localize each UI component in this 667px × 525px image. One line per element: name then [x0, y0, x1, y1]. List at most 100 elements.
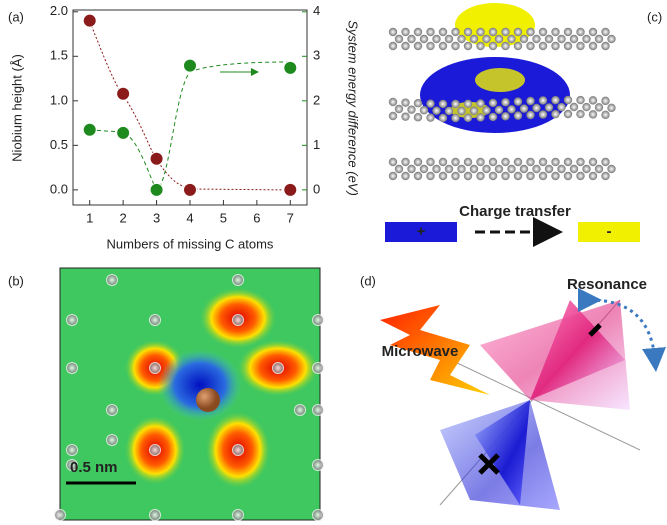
graphene-atom: [514, 97, 522, 105]
graphene-atom: [607, 165, 615, 173]
graphene-atom: [401, 112, 409, 120]
fit-curve: [90, 62, 290, 190]
graphene-atom: [457, 107, 465, 115]
graphene-atom: [489, 42, 497, 50]
carbon-atom: [67, 315, 78, 326]
carbon-atom: [313, 315, 324, 326]
cold-spot: [158, 349, 242, 421]
graphene-atom: [564, 158, 572, 166]
graphene-atom: [414, 99, 422, 107]
graphene-atom: [564, 110, 572, 118]
y2-tick-label: 1: [313, 137, 320, 152]
graphene-atom: [401, 172, 409, 180]
panel-label: (c): [647, 9, 662, 24]
point: [117, 87, 130, 100]
scale-label: 0.5 nm: [70, 459, 118, 476]
y2-axis-label: System energy difference (eV): [346, 20, 361, 196]
graphene-atom: [595, 103, 603, 111]
graphene-atom: [439, 114, 447, 122]
graphene-atom: [564, 28, 572, 36]
graphene-atom: [426, 172, 434, 180]
y-axis-label: Niobium height (Å): [9, 54, 24, 162]
carbon-atom: [233, 315, 244, 326]
graphene-atom: [464, 158, 472, 166]
panel-d: (d) Resonance Microwave: [360, 273, 655, 510]
graphene-atom: [551, 158, 559, 166]
graphene-atom: [445, 107, 453, 115]
y2-tick-label: 3: [313, 48, 320, 63]
x-tick-label: 5: [220, 210, 227, 225]
graphene-atom: [576, 110, 584, 118]
graphene-atom: [501, 42, 509, 50]
graphene-atom: [495, 165, 503, 173]
carbon-atom: [233, 445, 244, 456]
graphene-atom: [601, 42, 609, 50]
panel-label: (a): [8, 9, 24, 24]
graphene-atom: [470, 35, 478, 43]
carbon-atom: [295, 405, 306, 416]
graphene-atom: [389, 28, 397, 36]
y2-tick-label: 4: [313, 3, 320, 18]
graphene-atom: [526, 158, 534, 166]
x-tick-label: 6: [253, 210, 260, 225]
graphene-atom: [576, 42, 584, 50]
graphene-atom: [582, 35, 590, 43]
graphene-atom: [539, 28, 547, 36]
graphene-atom: [545, 165, 553, 173]
graphene-atom: [476, 113, 484, 121]
graphene-atom: [407, 105, 415, 113]
graphene-atom: [520, 104, 528, 112]
graphene-atom: [451, 100, 459, 108]
carbon-atom: [55, 510, 66, 521]
graphene-atom: [601, 111, 609, 119]
graphene-atom: [407, 165, 415, 173]
graphene-atom: [589, 110, 597, 118]
plot-frame: [73, 10, 307, 205]
graphene-atom: [476, 158, 484, 166]
graphene-atom: [389, 98, 397, 106]
graphene-atom: [601, 172, 609, 180]
graphene-atom: [482, 106, 490, 114]
carbon-atom: [313, 405, 324, 416]
graphene-atom: [432, 165, 440, 173]
panel-a: (a) Numbers of missing C atoms Niobium h…: [8, 3, 361, 251]
graphene-atom: [501, 112, 509, 120]
graphene-atom: [439, 28, 447, 36]
graphene-atom: [489, 99, 497, 107]
graphene-atom: [464, 42, 472, 50]
graphene-atom: [464, 28, 472, 36]
carbon-atom: [107, 405, 118, 416]
graphene-atom: [451, 158, 459, 166]
graphene-atom: [539, 96, 547, 104]
graphene-atom: [507, 35, 515, 43]
graphene-atom: [545, 103, 553, 111]
carbon-atom: [107, 275, 118, 286]
graphene-atom: [501, 28, 509, 36]
carbon-atom: [150, 510, 161, 521]
graphene-atom: [557, 165, 565, 173]
graphene-atom: [526, 42, 534, 50]
graphene-atom: [507, 165, 515, 173]
graphene-atom: [395, 105, 403, 113]
point: [150, 152, 163, 165]
graphene-atom: [532, 165, 540, 173]
graphene-atom: [407, 35, 415, 43]
carbon-atom: [150, 363, 161, 374]
graphene-atom: [514, 28, 522, 36]
graphene-atom: [526, 97, 534, 105]
graphene-atom: [576, 158, 584, 166]
panel-b: (b) 0.5 nm: [8, 268, 324, 521]
graphene-atom: [401, 158, 409, 166]
graphene-atom: [426, 28, 434, 36]
graphene-atom: [570, 35, 578, 43]
graphene-atom: [489, 28, 497, 36]
resonance-label: Resonance: [567, 276, 647, 293]
graphene-atom: [514, 158, 522, 166]
graphene-atom: [420, 106, 428, 114]
point: [83, 14, 96, 27]
graphene-atom: [595, 165, 603, 173]
graphene-atom: [470, 107, 478, 115]
graphene-atom: [489, 113, 497, 121]
graphene-atom: [389, 172, 397, 180]
graphene-atom: [532, 104, 540, 112]
